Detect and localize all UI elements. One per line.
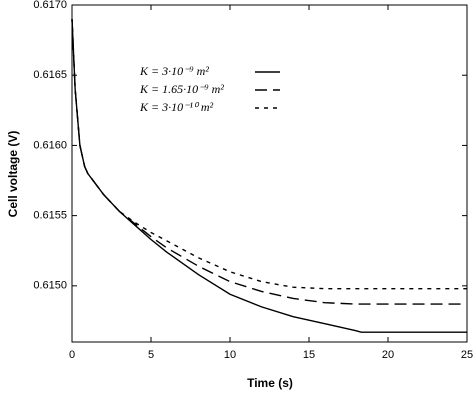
y-axis-title: Cell voltage (V) — [6, 131, 20, 218]
x-tick-label: 25 — [461, 349, 473, 361]
y-tick-label: 0.6165 — [33, 69, 67, 81]
series-line — [71, 19, 467, 305]
y-tick-label: 0.6170 — [33, 0, 67, 11]
legend-label: K = 1.65·10⁻⁹ m² — [139, 82, 224, 96]
y-tick-label: 0.6155 — [33, 210, 67, 222]
plot-frame — [71, 4, 468, 343]
x-tick-label: 20 — [382, 349, 394, 361]
y-tick-label: 0.6150 — [33, 280, 67, 292]
x-tick-label: 5 — [148, 349, 154, 361]
x-tick-label: 0 — [69, 349, 75, 361]
series-line — [71, 19, 467, 333]
series-line — [71, 19, 467, 290]
x-axis-title: Time (s) — [247, 376, 293, 390]
x-tick-label: 10 — [224, 349, 236, 361]
legend-label: K = 3·10⁻⁹ m² — [139, 64, 209, 78]
y-tick-label: 0.6160 — [33, 139, 67, 151]
legend-label: K = 3·10⁻¹⁰ m² — [139, 100, 214, 114]
x-tick-label: 15 — [303, 349, 315, 361]
